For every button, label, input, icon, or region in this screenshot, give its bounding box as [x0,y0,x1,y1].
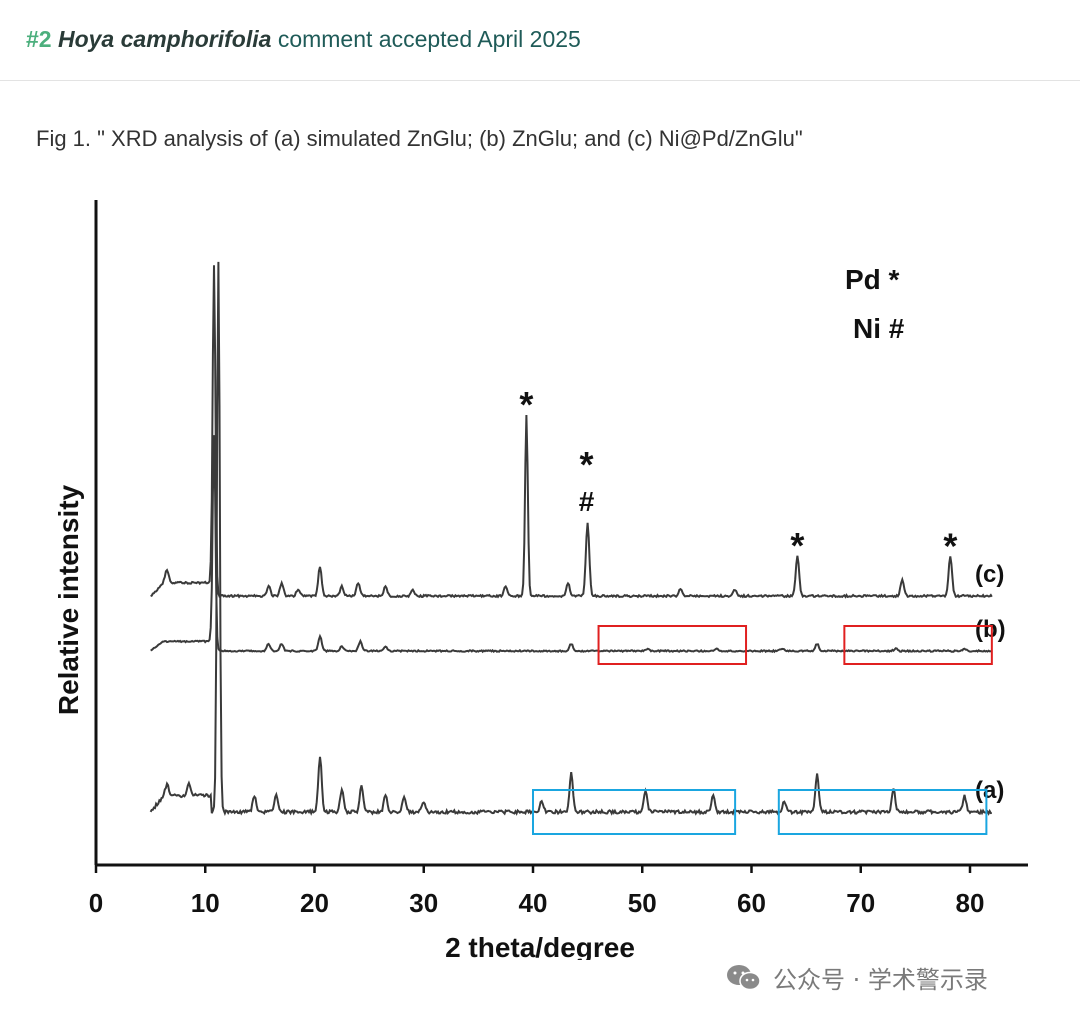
x-tick-label: 80 [956,888,985,918]
x-tick-label: 30 [409,888,438,918]
pd-peak-marker: * [580,444,594,485]
xrd-chart: 0 10 20 30 40 50 60 70 80 2 theta/degree Relative … [53,200,1028,960]
wechat-icon [727,964,761,990]
x-tick-label: 60 [737,888,766,918]
series-label: (c) [975,561,1004,588]
watermark: 公众号 · 学术警示录 [725,960,988,995]
series-line-b [150,435,992,654]
x-tick-label: 10 [191,888,220,918]
blue-highlight-box [532,789,737,835]
species-name: Hoya camphorifolia [57,26,272,52]
red-highlight-box [843,625,993,665]
y-axis-label: Relative intensity [53,484,84,715]
x-tick-label: 0 [89,888,103,918]
comment-heading: #2 Hoya camphorifolia comment accepted A… [26,26,581,53]
series-line-a [149,261,992,817]
figure-caption: Fig 1. " XRD analysis of (a) simulated Z… [36,126,803,151]
comment-number: #2 [26,26,52,52]
series-label: (b) [975,616,1006,643]
x-axis-label: 2 theta/degree [445,932,635,960]
series-line-c [150,265,993,599]
x-tick-label: 20 [300,888,329,918]
pd-peak-marker: * [943,525,957,566]
watermark-text: 公众号 · 学术警示录 [773,966,988,994]
blue-highlight-box [777,789,988,835]
pd-peak-marker: * [790,525,804,566]
x-tick-label: 70 [846,888,875,918]
header-bar: #2 Hoya camphorifolia comment accepted A… [0,0,1080,81]
ni-peak-marker: # [579,486,595,517]
red-highlight-box [597,625,748,665]
x-tick-label: 50 [628,888,657,918]
comment-status: comment accepted April 2025 [277,26,581,52]
pd-peak-marker: * [519,384,533,425]
legend-ni: Ni # [853,313,905,344]
x-tick-label: 40 [519,888,548,918]
legend-pd: Pd * [845,264,900,295]
